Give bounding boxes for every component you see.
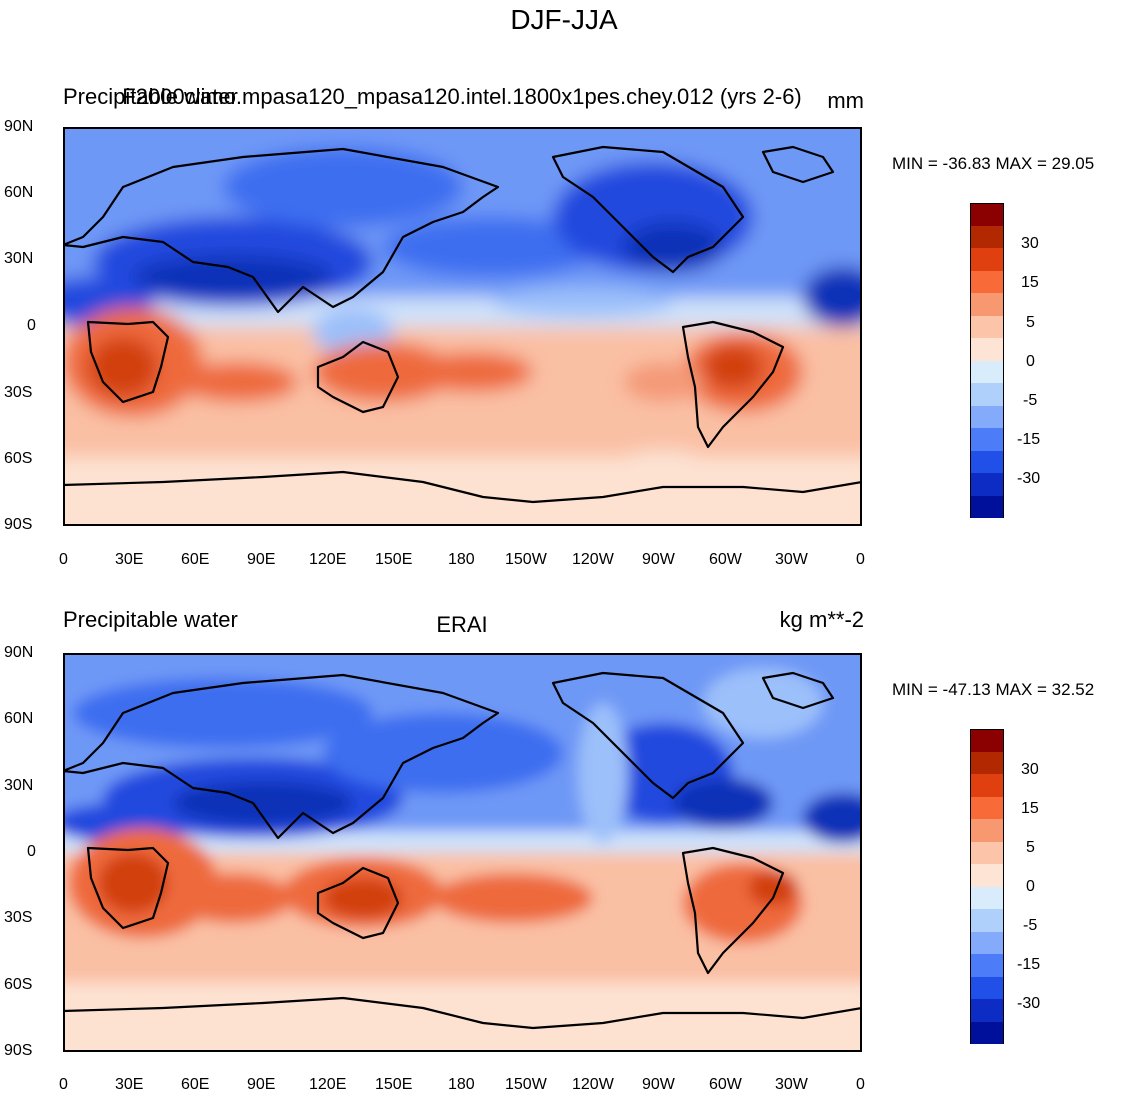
panel2-colorbar-label: 15 bbox=[1021, 800, 1039, 817]
colorbar-swatch bbox=[971, 730, 1003, 752]
panel1-center-label: F2000climo.mpasa120_mpasa120.intel.1800x… bbox=[122, 84, 802, 109]
panel1-lat-tick: 30N bbox=[4, 250, 34, 267]
panel1-lon-tick: 60E bbox=[181, 551, 210, 568]
panel1-colorbar-label: 15 bbox=[1021, 274, 1039, 291]
panel2-center-label: ERAI bbox=[436, 612, 488, 637]
panel1-lon-tick: 0 bbox=[856, 551, 865, 568]
panel1-lon-tick: 90W bbox=[642, 551, 675, 568]
colorbar-swatch bbox=[971, 797, 1003, 819]
panel1-left-label: Precipitable water bbox=[63, 84, 238, 109]
panel1-colorbar-label: 5 bbox=[1026, 314, 1035, 331]
panel2-coastlines bbox=[63, 671, 862, 1030]
panel2-lon-tick: 60E bbox=[181, 1076, 210, 1093]
colorbar-swatch bbox=[971, 361, 1003, 383]
panel1-map bbox=[63, 127, 862, 526]
panel1-lon-tick: 90E bbox=[247, 551, 276, 568]
panel1-colorbar-label: -30 bbox=[1017, 470, 1041, 487]
colorbar-swatch bbox=[971, 842, 1003, 864]
colorbar-swatch bbox=[971, 819, 1003, 842]
panel2-lat-tick: 30N bbox=[4, 777, 34, 794]
panel1-lon-tick: 120W bbox=[572, 551, 614, 568]
panel1-lat-tick: 0 bbox=[27, 317, 36, 334]
colorbar-swatch bbox=[971, 496, 1003, 518]
panel1-colorbar-label: 30 bbox=[1021, 235, 1039, 252]
panel2-colorbar-label: -15 bbox=[1017, 956, 1041, 973]
panel2-lat-tick: 30S bbox=[4, 909, 33, 926]
panel2-lon-tick: 30E bbox=[115, 1076, 144, 1093]
colorbar-swatch bbox=[971, 1022, 1003, 1044]
panel2-lon-tick: 120W bbox=[572, 1076, 614, 1093]
panel1-lon-tick: 60W bbox=[709, 551, 742, 568]
colorbar-swatch bbox=[971, 954, 1003, 977]
panel1-colorbar-label: -5 bbox=[1023, 392, 1038, 409]
panel2-colorbar-label: 30 bbox=[1021, 761, 1039, 778]
panel2-lon-tick: 0 bbox=[856, 1076, 865, 1093]
panel2-colorbar-label: -30 bbox=[1017, 995, 1041, 1012]
colorbar-swatch bbox=[971, 887, 1003, 909]
panel1-lon-tick: 120E bbox=[309, 551, 347, 568]
panel2-right-label: kg m**-2 bbox=[779, 607, 864, 632]
panel2-colorbar-label: 5 bbox=[1026, 839, 1035, 856]
panel1-colorbar bbox=[970, 203, 1004, 518]
panel1-lon-tick: 150E bbox=[375, 551, 413, 568]
panel1-lat-tick: 60S bbox=[4, 450, 33, 467]
panel2-lon-tick: 0 bbox=[59, 1076, 68, 1093]
colorbar-swatch bbox=[971, 226, 1003, 248]
colorbar-swatch bbox=[971, 473, 1003, 496]
colorbar-swatch bbox=[971, 932, 1003, 954]
panel2-left-label: Precipitable water bbox=[63, 607, 238, 632]
colorbar-swatch bbox=[971, 204, 1003, 226]
panel1-lon-tick: 30W bbox=[775, 551, 808, 568]
panel1-lon-tick: 150W bbox=[505, 551, 547, 568]
panel2-lon-tick: 60W bbox=[709, 1076, 742, 1093]
panel1-lat-tick: 90N bbox=[4, 118, 34, 135]
panel2-lon-tick: 180 bbox=[448, 1076, 475, 1093]
colorbar-swatch bbox=[971, 293, 1003, 316]
colorbar-swatch bbox=[971, 248, 1003, 271]
panel1-minmax: MIN = -36.83 MAX = 29.05 bbox=[892, 154, 1095, 173]
panel1-coastlines bbox=[63, 145, 862, 504]
colorbar-swatch bbox=[971, 451, 1003, 473]
panel2-colorbar-label: 0 bbox=[1026, 878, 1035, 895]
panel2-map bbox=[63, 653, 862, 1052]
panel1-lat-tick: 60N bbox=[4, 184, 34, 201]
panel2-lon-tick: 30W bbox=[775, 1076, 808, 1093]
panel2-lat-tick: 0 bbox=[27, 843, 36, 860]
panel2-colorbar bbox=[970, 729, 1004, 1044]
colorbar-swatch bbox=[971, 338, 1003, 361]
panel1-right-label: mm bbox=[827, 88, 864, 113]
panel1-colorbar-label: 0 bbox=[1026, 353, 1035, 370]
panel1-lon-tick: 180 bbox=[448, 551, 475, 568]
colorbar-swatch bbox=[971, 774, 1003, 797]
figure-title: DJF-JJA bbox=[510, 4, 618, 35]
colorbar-swatch bbox=[971, 383, 1003, 406]
panel2-lon-tick: 120E bbox=[309, 1076, 347, 1093]
colorbar-swatch bbox=[971, 406, 1003, 428]
colorbar-swatch bbox=[971, 864, 1003, 887]
colorbar-swatch bbox=[971, 428, 1003, 451]
colorbar-swatch bbox=[971, 752, 1003, 774]
panel1-lon-tick: 30E bbox=[115, 551, 144, 568]
panel2-lat-tick: 60S bbox=[4, 976, 33, 993]
panel1-lon-tick: 0 bbox=[59, 551, 68, 568]
panel1-lat-tick: 30S bbox=[4, 384, 33, 401]
panel2-lat-tick: 60N bbox=[4, 710, 34, 727]
panel2-minmax: MIN = -47.13 MAX = 32.52 bbox=[892, 680, 1095, 699]
panel2-lon-tick: 90E bbox=[247, 1076, 276, 1093]
panel2-lon-tick: 150E bbox=[375, 1076, 413, 1093]
colorbar-swatch bbox=[971, 909, 1003, 932]
panel2-lat-tick: 90S bbox=[4, 1042, 33, 1059]
panel1-lat-tick: 90S bbox=[4, 516, 33, 533]
colorbar-swatch bbox=[971, 977, 1003, 999]
colorbar-swatch bbox=[971, 999, 1003, 1022]
panel2-lon-tick: 90W bbox=[642, 1076, 675, 1093]
colorbar-swatch bbox=[971, 271, 1003, 293]
panel2-lon-tick: 150W bbox=[505, 1076, 547, 1093]
panel1-colorbar-label: -15 bbox=[1017, 431, 1041, 448]
colorbar-swatch bbox=[971, 316, 1003, 338]
panel2-colorbar-label: -5 bbox=[1023, 917, 1038, 934]
panel2-lat-tick: 90N bbox=[4, 644, 34, 661]
